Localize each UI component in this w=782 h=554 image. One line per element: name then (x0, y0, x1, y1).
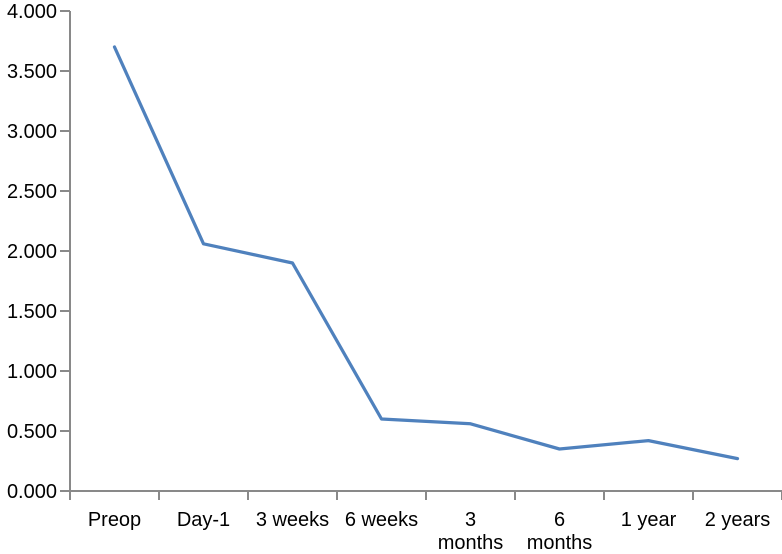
y-axis-tick-label: 0.000 (7, 481, 57, 503)
y-axis-tick-label: 1.500 (7, 301, 57, 323)
x-axis-category-label: months (438, 532, 504, 554)
x-axis-category-label: 1 year (621, 509, 677, 531)
x-axis-category-label: 6 weeks (345, 509, 418, 531)
y-axis-tick-label: 0.500 (7, 421, 57, 443)
x-axis-category-label: 3 weeks (256, 509, 329, 531)
y-axis-tick-label: 4.000 (7, 1, 57, 23)
x-axis-category-label: 2 years (705, 509, 771, 531)
data-series-line (112, 45, 740, 461)
y-axis-tick-label: 1.000 (7, 361, 57, 383)
x-axis-category-label: 3 (465, 509, 476, 531)
y-axis-tick-label: 3.000 (7, 121, 57, 143)
x-axis-category-label: months (527, 532, 593, 554)
y-axis-tick-label: 3.500 (7, 61, 57, 83)
y-axis-tick-label: 2.000 (7, 241, 57, 263)
x-axis-category-label: Preop (88, 509, 141, 531)
x-axis-category-label: Day-1 (177, 509, 230, 531)
y-axis-tick-label: 2.500 (7, 181, 57, 203)
x-axis-category-label: 6 (554, 509, 565, 531)
